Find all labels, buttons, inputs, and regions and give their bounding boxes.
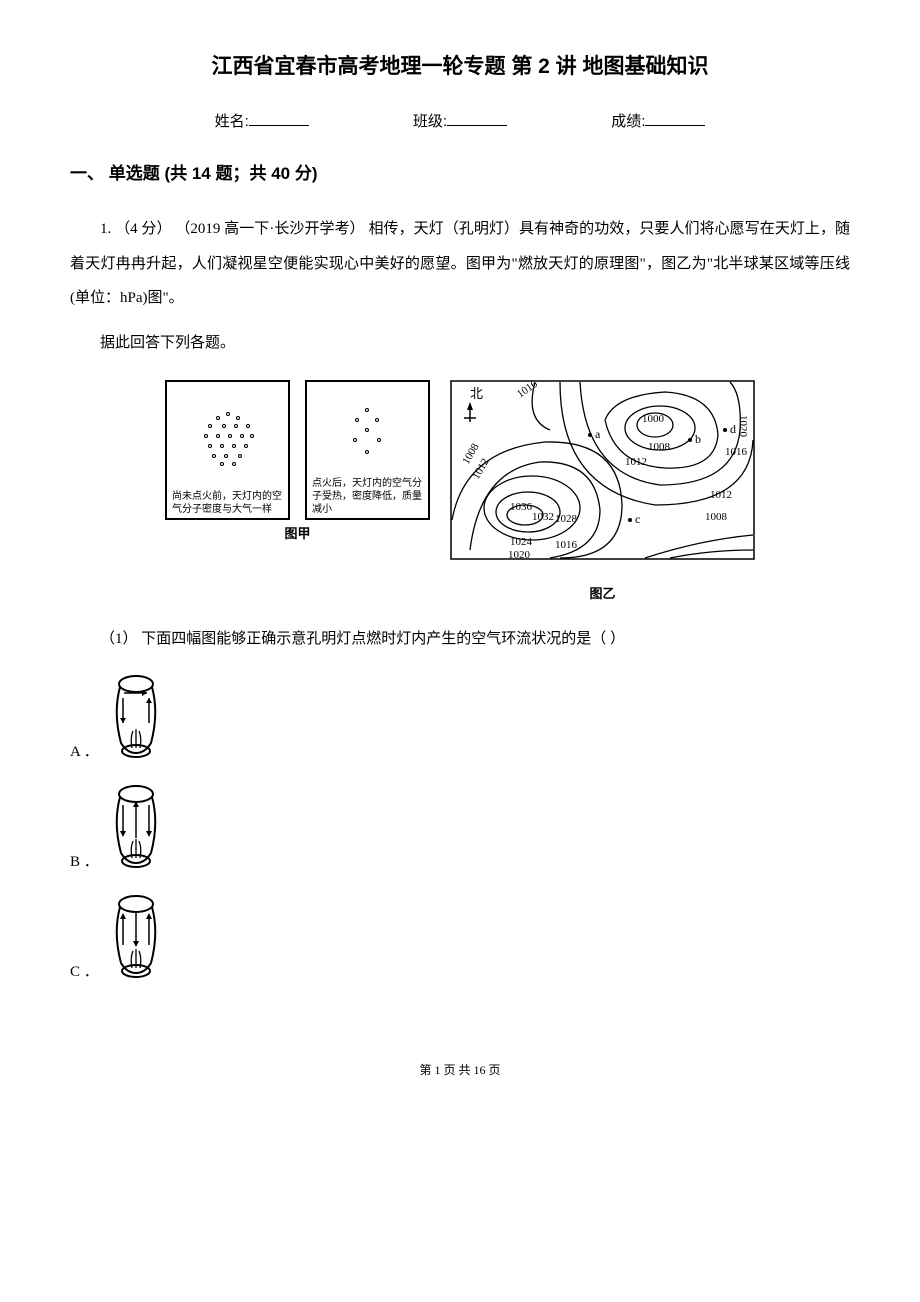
lantern-a-icon [107, 673, 165, 761]
svg-text:1012: 1012 [710, 489, 732, 501]
class-blank [447, 125, 507, 126]
svg-text:1020: 1020 [508, 549, 531, 561]
svg-text:1016: 1016 [555, 539, 578, 551]
sub-q-number: （1） [100, 631, 138, 647]
page-footer: 第 1 页 共 16 页 [70, 1061, 850, 1078]
svg-text:c: c [635, 512, 640, 526]
option-c-letter: C ． [70, 960, 99, 981]
option-b-letter: B ． [70, 850, 99, 871]
svg-text:b: b [695, 432, 701, 446]
question-instruction: 据此回答下列各题。 [70, 326, 850, 361]
lantern-b-icon [107, 783, 165, 871]
student-info-line: 姓名: 班级: 成绩: [70, 110, 850, 131]
q-source: （2019 高一下·长沙开学考） [175, 221, 364, 237]
score-blank [645, 125, 705, 126]
svg-text:1000: 1000 [642, 413, 665, 425]
score-label: 成绩: [611, 110, 645, 131]
option-b: B ． [70, 783, 850, 871]
lantern-c-icon [107, 893, 165, 981]
class-label: 班级: [413, 110, 447, 131]
figure-yi: 北 1016 1020 1016 1012 1008 1008 [450, 380, 755, 602]
svg-text:1016: 1016 [725, 446, 748, 458]
svg-text:a: a [595, 427, 601, 441]
svg-text:1008: 1008 [705, 511, 728, 523]
option-a: A ． [70, 673, 850, 761]
option-a-letter: A ． [70, 740, 99, 761]
sub-question-1: （1） 下面四幅图能够正确示意孔明灯点燃时灯内产生的空气环流状况的是（ ） [70, 627, 850, 648]
figure-jia: 尚未点火前，天灯内的空气分子密度与大气一样 点火后，天灯内的空气分子受热，密度降… [165, 380, 430, 542]
panel-1-text: 尚未点火前，天灯内的空气分子密度与大气一样 [172, 490, 283, 516]
svg-text:1028: 1028 [555, 513, 578, 525]
panel-2-text: 点火后，天灯内的空气分子受热，密度降低，质量减小 [312, 477, 423, 516]
q-number: 1. [100, 221, 111, 237]
q-points: （4 分） [115, 221, 171, 237]
figure-row: 尚未点火前，天灯内的空气分子密度与大气一样 点火后，天灯内的空气分子受热，密度降… [70, 380, 850, 602]
panel-1: 尚未点火前，天灯内的空气分子密度与大气一样 [165, 380, 290, 520]
figure-yi-label: 图乙 [589, 583, 615, 602]
svg-text:1012: 1012 [625, 456, 647, 468]
section-number: 一、 [70, 164, 104, 183]
panel-2: 点火后，天灯内的空气分子受热，密度降低，质量减小 [305, 380, 430, 520]
dots-dense-icon [198, 410, 258, 470]
name-blank [249, 125, 309, 126]
svg-text:1020: 1020 [737, 415, 749, 438]
question-1: 1. （4 分） （2019 高一下·长沙开学考） 相传，天灯（孔明灯）具有神奇… [70, 212, 850, 360]
section-title: 单选题 (共 14 题；共 40 分) [109, 164, 318, 183]
sub-q-text: 下面四幅图能够正确示意孔明灯点燃时灯内产生的空气环流状况的是（ ） [141, 631, 625, 647]
page-title: 江西省宜春市高考地理一轮专题 第 2 讲 地图基础知识 [70, 50, 850, 80]
section-header: 一、 单选题 (共 14 题；共 40 分) [70, 159, 850, 184]
pressure-map-icon: 北 1016 1020 1016 1012 1008 1008 [450, 380, 755, 580]
svg-text:1008: 1008 [648, 441, 671, 453]
figure-jia-panels: 尚未点火前，天灯内的空气分子密度与大气一样 点火后，天灯内的空气分子受热，密度降… [165, 380, 430, 520]
option-c: C ． [70, 893, 850, 981]
svg-text:1032: 1032 [532, 511, 554, 523]
figure-jia-label: 图甲 [284, 523, 310, 542]
svg-text:1036: 1036 [510, 501, 533, 513]
svg-text:d: d [730, 422, 736, 436]
svg-text:1024: 1024 [510, 536, 533, 548]
compass-label: 北 [470, 386, 483, 401]
question-intro: 1. （4 分） （2019 高一下·长沙开学考） 相传，天灯（孔明灯）具有神奇… [70, 212, 850, 316]
dots-sparse-icon [345, 406, 390, 461]
name-label: 姓名: [215, 110, 249, 131]
svg-text:1016: 1016 [515, 380, 540, 400]
